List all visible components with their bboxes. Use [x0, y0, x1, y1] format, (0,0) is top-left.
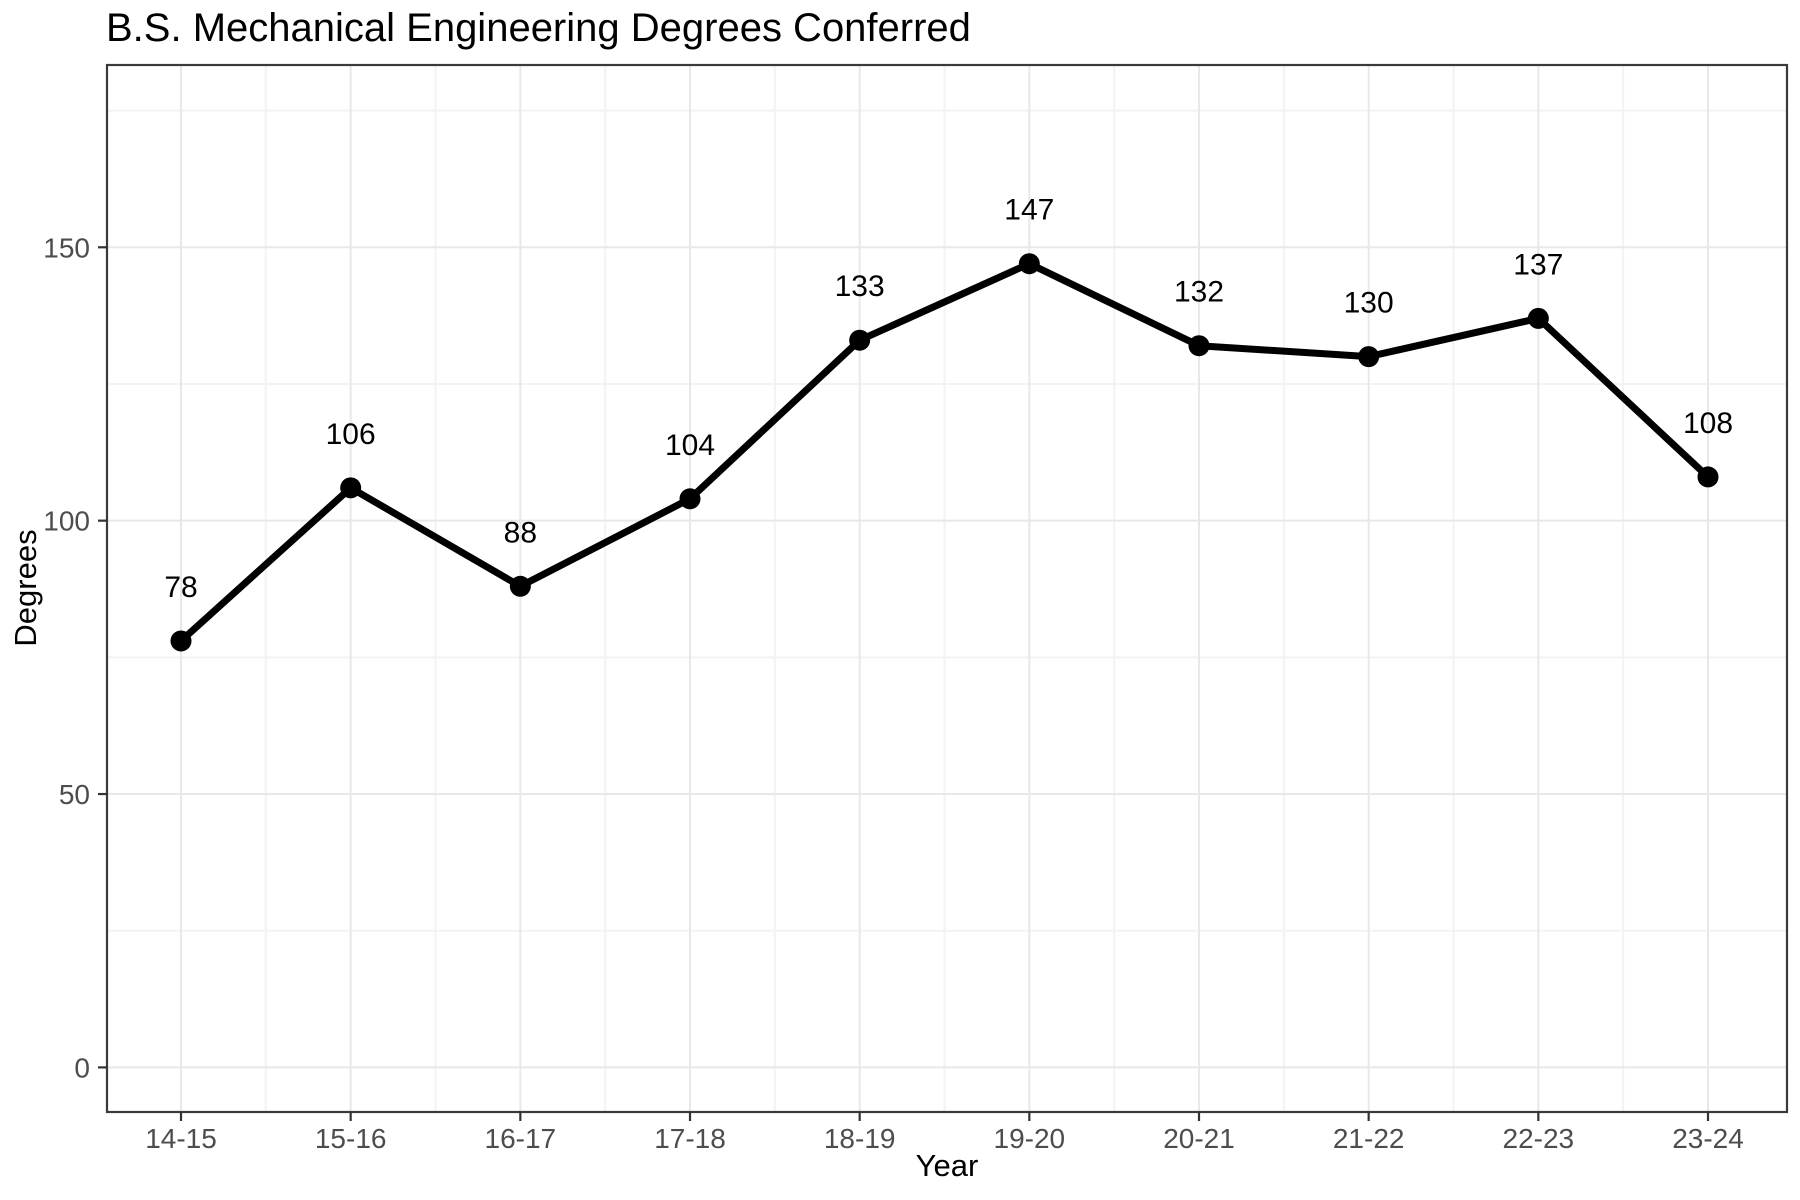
data-point [1018, 253, 1040, 275]
x-tick-label: 17-18 [654, 1123, 726, 1154]
x-tick-label: 22-23 [1503, 1123, 1575, 1154]
y-tick-label: 50 [59, 779, 90, 810]
x-tick-label: 18-19 [824, 1123, 896, 1154]
x-tick-label: 21-22 [1333, 1123, 1405, 1154]
panel-border [105, 63, 1789, 1114]
data-point-label: 130 [1344, 287, 1394, 320]
data-point-label: 137 [1513, 248, 1563, 281]
chart-title: B.S. Mechanical Engineering Degrees Conf… [106, 6, 971, 50]
data-point [1527, 307, 1549, 329]
data-point [679, 488, 701, 510]
x-axis-title: Year [915, 1148, 979, 1183]
x-tick-label: 15-16 [315, 1123, 387, 1154]
y-tick-label: 0 [74, 1052, 90, 1083]
data-point-label: 88 [504, 516, 537, 549]
data-point [1697, 466, 1719, 488]
data-point [509, 575, 531, 597]
data-line [177, 260, 1712, 645]
data-point [1358, 346, 1380, 368]
data-point [1188, 335, 1210, 357]
y-tick-label: 150 [43, 232, 90, 263]
x-tick-label: 23-24 [1672, 1123, 1744, 1154]
data-point-label: 78 [164, 571, 197, 604]
x-tick-label: 19-20 [994, 1123, 1066, 1154]
data-point [340, 477, 362, 499]
data-point-label: 104 [665, 429, 715, 462]
data-point-label: 133 [835, 270, 885, 303]
data-point [849, 329, 871, 351]
data-point-label: 108 [1683, 407, 1733, 440]
x-tick-label: 16-17 [485, 1123, 557, 1154]
y-tick-label: 100 [43, 506, 90, 537]
data-point-label: 106 [326, 418, 376, 451]
x-tick-label: 14-15 [145, 1123, 217, 1154]
data-point [170, 630, 192, 652]
data-point-label: 147 [1004, 194, 1054, 227]
data-point-label: 132 [1174, 276, 1224, 309]
x-tick-label: 20-21 [1163, 1123, 1235, 1154]
